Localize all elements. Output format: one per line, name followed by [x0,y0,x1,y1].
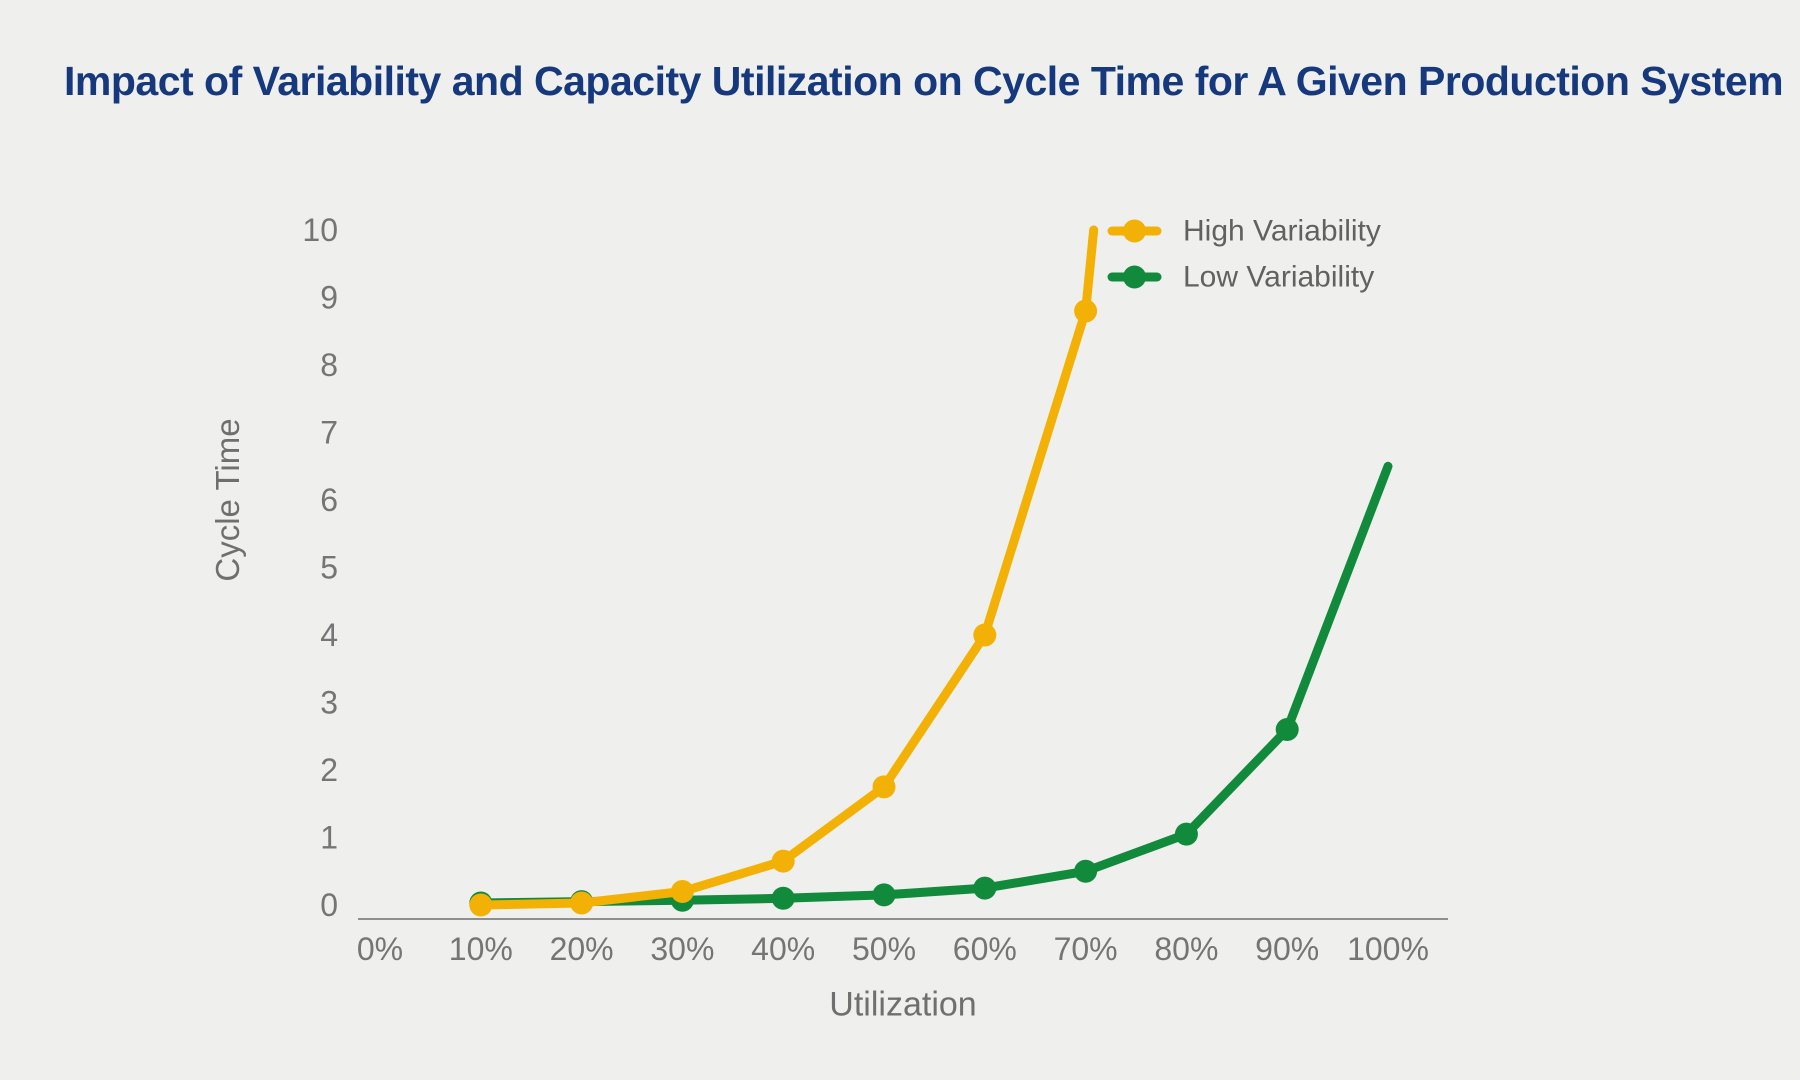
y-tick-label: 4 [320,617,338,653]
legend-label-high-variability[interactable]: High Variability [1183,215,1381,248]
y-tick-label: 5 [320,550,338,586]
x-tick-label: 10% [449,931,513,967]
x-tick-label: 90% [1255,931,1319,967]
y-tick-label: 0 [320,887,338,923]
data-point-low-variability[interactable] [1174,822,1198,846]
x-tick-label: 0% [357,931,403,967]
y-tick-label: 9 [320,280,338,316]
y-tick-label: 1 [320,820,338,856]
x-tick-label: 100% [1347,931,1429,967]
y-tick-label: 8 [320,347,338,383]
x-tick-label: 20% [550,931,614,967]
x-tick-label: 30% [650,931,714,967]
x-tick-label: 50% [852,931,916,967]
y-tick-label: 3 [320,685,338,721]
data-point-low-variability[interactable] [1074,859,1098,883]
x-tick-label: 60% [953,931,1017,967]
series-line-high-variability [476,225,1099,910]
x-tick-label: 70% [1054,931,1118,967]
data-point-low-variability[interactable] [1275,718,1299,741]
data-point-high-variability[interactable] [670,880,694,903]
x-tick-label: 80% [1154,931,1218,967]
x-axis-title: Utilization [829,985,977,1024]
legend-label-low-variability[interactable]: Low Variability [1183,261,1374,294]
chart-title: Impact of Variability and Capacity Utili… [64,58,1784,104]
x-tick-label: 40% [751,931,815,967]
data-point-high-variability[interactable] [872,775,896,799]
data-point-low-variability[interactable] [771,886,795,910]
legend-swatch-dot-high-variability [1123,219,1146,243]
data-point-high-variability[interactable] [771,849,795,873]
data-point-low-variability[interactable] [973,876,997,900]
y-tick-label: 2 [320,752,338,788]
y-tick-label: 10 [302,212,338,248]
series-line-low-variability [476,461,1393,908]
data-point-low-variability[interactable] [872,883,896,907]
y-tick-label: 7 [320,415,338,451]
data-point-high-variability[interactable] [973,623,997,647]
data-point-high-variability[interactable] [1074,299,1098,323]
data-point-high-variability[interactable] [570,891,594,915]
y-tick-label: 6 [320,482,338,518]
data-point-high-variability[interactable] [469,893,493,917]
legend-swatch-dot-low-variability [1123,265,1146,289]
